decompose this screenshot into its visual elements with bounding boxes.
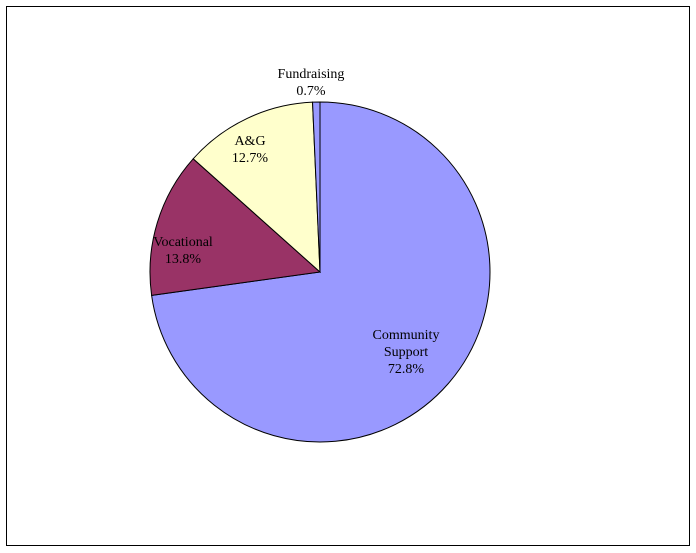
slice-community-support: [151, 101, 491, 443]
slice-vocational: [149, 158, 322, 296]
slice-fundraising: [312, 101, 321, 273]
pie-slices: [149, 101, 491, 443]
pie-labels: Community Support 72.8% Vocational 13.8% A&G 1…: [153, 67, 439, 377]
data-label-fundraising: Fundraising 0.7%: [278, 67, 345, 99]
data-label-community-support: Community Support 72.8%: [373, 328, 440, 377]
slice-a-g: [192, 101, 321, 274]
data-label-a-g: A&G 12.7%: [232, 134, 269, 166]
data-label-vocational: Vocational 13.8%: [153, 235, 213, 267]
